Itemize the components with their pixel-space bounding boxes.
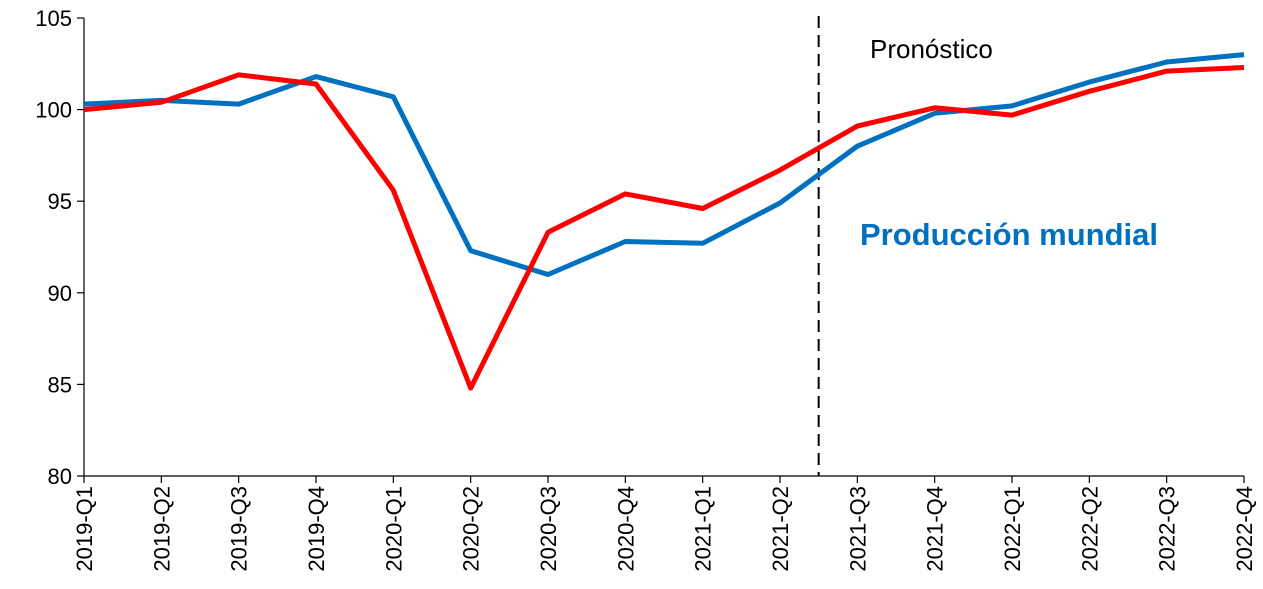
x-tick-label: 2022-Q4 — [1232, 486, 1257, 572]
y-tick-label: 105 — [35, 6, 72, 31]
x-tick-label: 2022-Q1 — [1000, 486, 1025, 572]
x-tick-label: 2020-Q4 — [613, 486, 638, 572]
x-tick-label: 2021-Q4 — [923, 486, 948, 572]
x-tick-label: 2019-Q4 — [304, 486, 329, 572]
x-tick-label: 2019-Q3 — [227, 486, 252, 572]
x-tick-label: 2021-Q2 — [768, 486, 793, 572]
y-tick-label: 95 — [48, 189, 72, 214]
x-tick-label: 2020-Q2 — [459, 486, 484, 572]
y-tick-label: 90 — [48, 281, 72, 306]
x-tick-label: 2021-Q3 — [845, 486, 870, 572]
forecast-label: Pronóstico — [870, 34, 993, 64]
y-tick-label: 80 — [48, 464, 72, 489]
x-tick-label: 2022-Q3 — [1155, 486, 1180, 572]
y-tick-label: 100 — [35, 98, 72, 123]
x-tick-label: 2022-Q2 — [1077, 486, 1102, 572]
x-axis: 2019-Q1 2019-Q2 2019-Q3 2019-Q4 2020-Q1 2020-… — [72, 475, 1257, 572]
series-line-2 — [83, 65, 1245, 391]
x-tick-label: 2020-Q1 — [381, 486, 406, 572]
x-tick-label: 2019-Q1 — [72, 486, 97, 572]
series-group — [83, 52, 1245, 391]
x-tick-label: 2020-Q3 — [536, 486, 561, 572]
series-label-produccion-mundial: Producción mundial — [860, 217, 1158, 252]
series-line-1 — [83, 52, 1245, 277]
x-tick-label: 2019-Q2 — [149, 486, 174, 572]
y-axis: 80 85 90 95 100 105 — [35, 6, 85, 489]
y-tick-label: 85 — [48, 372, 72, 397]
x-tick-label: 2021-Q1 — [691, 486, 716, 572]
